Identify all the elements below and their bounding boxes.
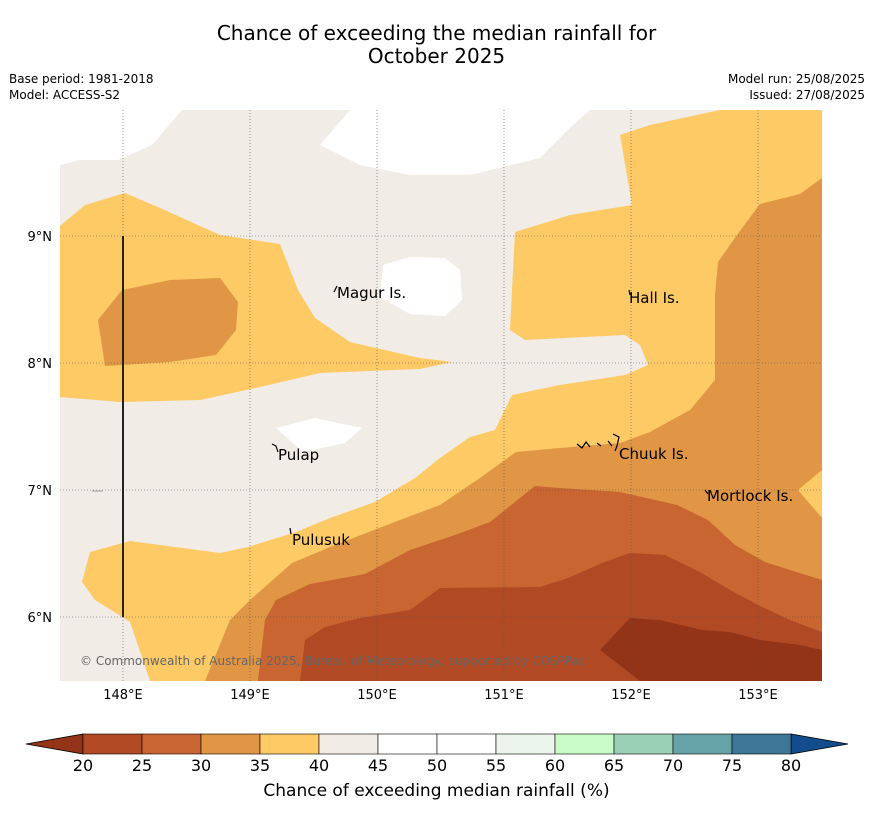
place-label-pulusuk: Pulusuk [292, 531, 350, 549]
colorbar-tick-label: 30 [191, 756, 211, 775]
colorbar-swatch [436, 733, 497, 755]
place-label-chuuk: Chuuk Is. [619, 445, 688, 463]
lat-axis-labels: 6°N 7°N 8°N 9°N [28, 230, 53, 626]
band-45-50-top [320, 110, 590, 175]
colorbar-under-arrow [25, 733, 84, 755]
place-labels: Magur Is. Hall Is. Pulap Chuuk Is. Mortl… [278, 284, 793, 549]
pulusuk-island-shape [289, 527, 292, 535]
colorbar-swatch [141, 733, 202, 755]
meta-right: Model run: 25/08/2025 Issued: 27/08/2025 [728, 71, 865, 103]
colorbar-tick-label: 60 [545, 756, 565, 775]
colorbar-swatch [495, 733, 556, 755]
lon-label-151: 151°E [484, 688, 524, 703]
place-label-mortlock: Mortlock Is. [707, 487, 793, 505]
band-45-50-magur [380, 257, 462, 316]
magur-island-shape [333, 285, 338, 293]
colorbar-tick-label: 55 [486, 756, 506, 775]
colorbar-swatch [613, 733, 674, 755]
colorbar-tick-label: 40 [309, 756, 329, 775]
colorbar-tick-label: 50 [427, 756, 447, 775]
colorbar-tick-label: 25 [132, 756, 152, 775]
colorbar-swatch [731, 733, 792, 755]
band-30-35-west [98, 278, 238, 366]
lat-label-7: 7°N [28, 484, 53, 499]
place-label-magur: Magur Is. [337, 284, 406, 302]
chuuk-island-shape [576, 433, 620, 452]
issued-date: Issued: 27/08/2025 [749, 88, 865, 102]
colorbar-tick-label: 20 [73, 756, 93, 775]
model-name: Model: ACCESS-S2 [9, 88, 121, 102]
lon-axis-labels: 148°E 149°E 150°E 151°E 152°E 153°E [103, 688, 778, 703]
lon-label-149: 149°E [230, 688, 270, 703]
model-run: Model run: 25/08/2025 [727, 72, 865, 86]
colorbar-swatch [259, 733, 320, 755]
lat-label-6: 6°N [28, 611, 53, 626]
hall-island-shape [628, 289, 631, 296]
colorbar-tick-label: 65 [604, 756, 624, 775]
colorbar-swatch [377, 733, 438, 755]
colorbar-tick-label: 80 [781, 756, 801, 775]
place-label-pulap: Pulap [278, 446, 319, 464]
lon-label-152: 152°E [611, 688, 651, 703]
place-label-hall: Hall Is. [629, 289, 680, 307]
probability-field [60, 110, 822, 681]
colorbar-over-arrow [790, 733, 849, 755]
band-45-50-pulap [276, 418, 362, 452]
colorbar-tick-label: 75 [722, 756, 742, 775]
mortlock-island-shape [704, 489, 709, 495]
colorbar-tick-label: 70 [663, 756, 683, 775]
colorbar-swatch [200, 733, 261, 755]
copyright-notice: © Commonwealth of Australia 2025, Bureau… [80, 654, 585, 668]
pulap-island-shape [271, 443, 279, 453]
title-line-2: October 2025 [367, 44, 506, 68]
colorbar-swatch [82, 733, 143, 755]
lat-label-9: 9°N [28, 230, 53, 245]
band-below-20 [600, 618, 822, 681]
colorbar-swatch [318, 733, 379, 755]
lon-label-150: 150°E [357, 688, 397, 703]
band-45-50-north [60, 110, 182, 165]
lon-label-148: 148°E [103, 688, 143, 703]
colorbar-label: Chance of exceeding median rainfall (%) [263, 781, 610, 801]
colorbar-tick-label: 35 [250, 756, 270, 775]
base-period: Base period: 1981-2018 [9, 72, 154, 86]
lon-label-153: 153°E [738, 688, 778, 703]
colorbar-swatch [554, 733, 615, 755]
meta-left: Base period: 1981-2018 Model: ACCESS-S2 [9, 71, 154, 103]
colorbar: 20 25 30 35 40 45 50 55 60 65 70 75 80 [25, 733, 849, 775]
lat-label-8: 8°N [28, 357, 53, 372]
colorbar-swatch [672, 733, 733, 755]
band-30-35-mortlock [798, 470, 822, 518]
chart-title: Chance of exceeding the median rainfall … [0, 22, 873, 68]
colorbar-tick-label: 45 [368, 756, 388, 775]
island-outlines [92, 285, 709, 535]
title-line-1: Chance of exceeding the median rainfall … [216, 21, 657, 45]
